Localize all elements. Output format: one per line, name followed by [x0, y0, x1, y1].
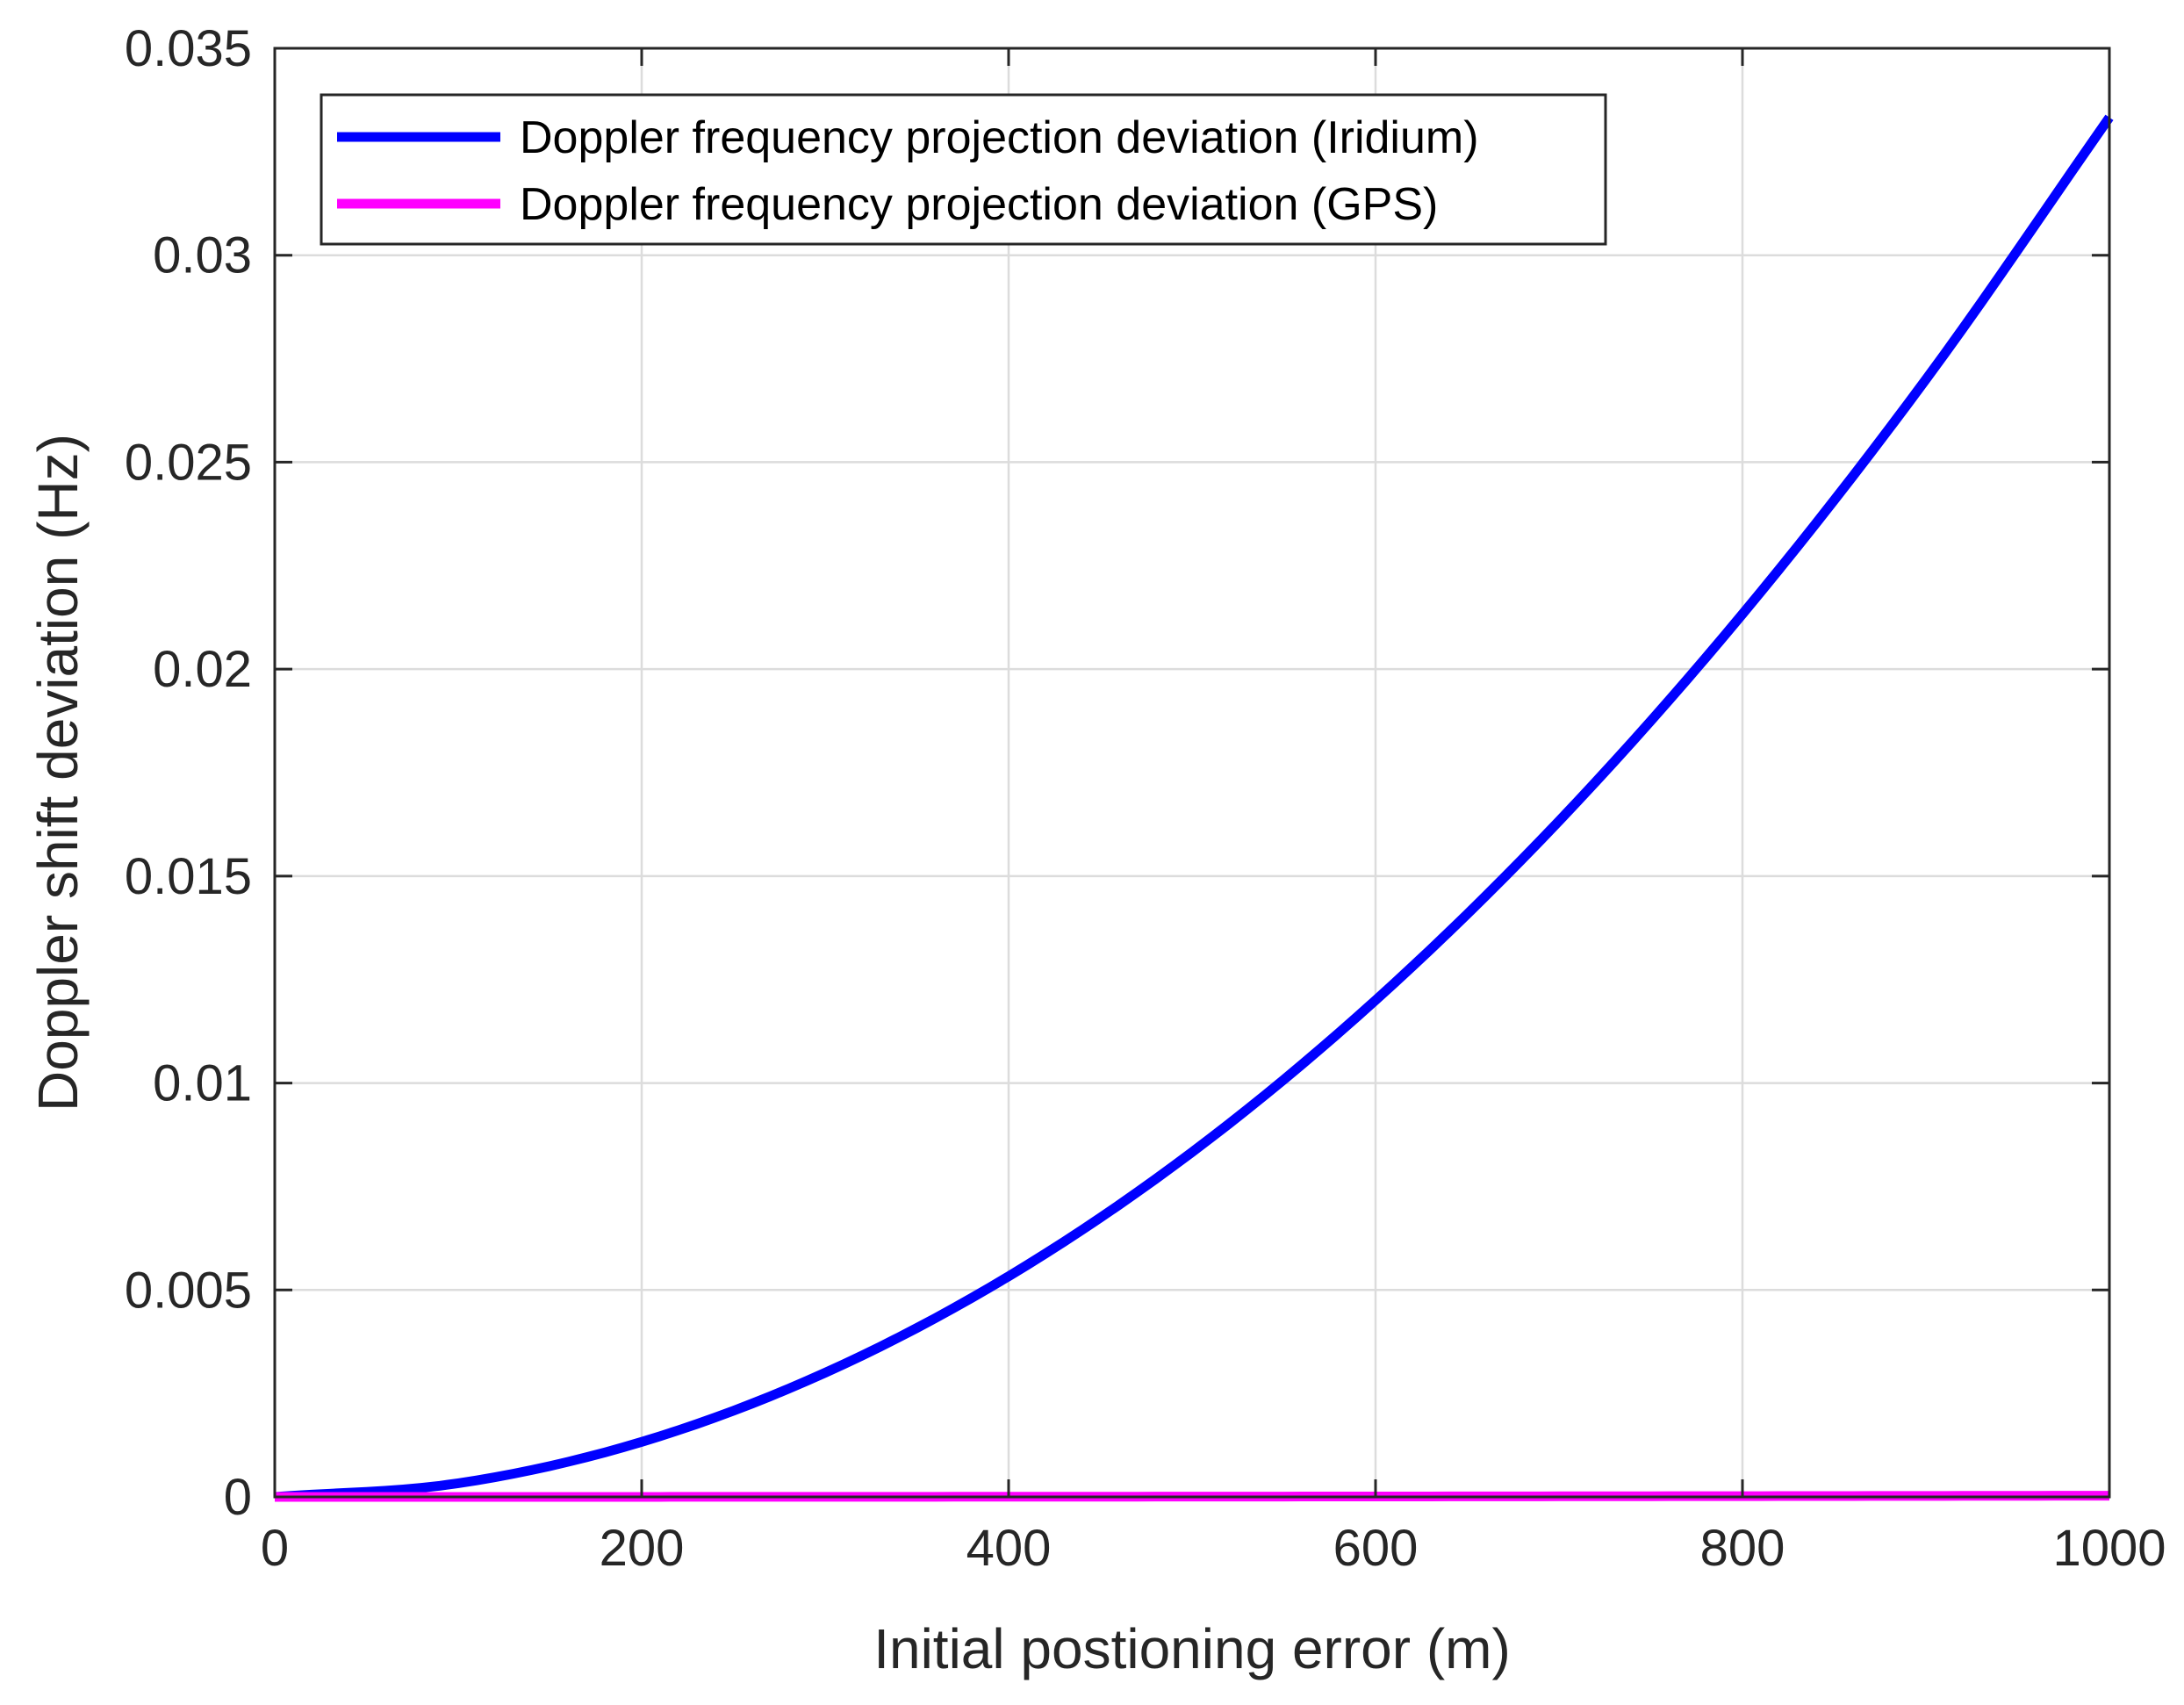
y-tick-label: 0.035: [125, 20, 252, 77]
axis-tick-labels: 0 200 400 600 800 1000 0 0.005 0.01 0.015 0.02 0.02…: [125, 20, 2166, 1577]
x-axis-title: Initial postioning error (m): [873, 1617, 1511, 1680]
legend-label-gps: Doppler frequency projection deviation (…: [520, 179, 1438, 230]
y-tick-label: 0.02: [153, 641, 252, 698]
x-tick-label: 800: [1700, 1520, 1785, 1577]
x-tick-label: 600: [1333, 1520, 1419, 1577]
y-tick-label: 0.01: [153, 1055, 252, 1112]
series-line-iridium: [274, 114, 2114, 1502]
y-tick-label: 0.025: [125, 434, 252, 491]
plot-background: [275, 48, 2109, 1497]
legend-label-iridium: Doppler frequency projection deviation (…: [520, 112, 1479, 163]
x-tick-label: 400: [966, 1520, 1052, 1577]
grid-lines: [275, 48, 2109, 1497]
legend-box: [320, 93, 1607, 246]
x-tick-label: 0: [261, 1520, 289, 1577]
plot-frame: [273, 47, 2111, 1499]
y-axis-title: Doppler shift deviation (Hz): [26, 434, 90, 1111]
y-tick-label: 0: [224, 1469, 252, 1526]
legend: Doppler frequency projection deviation (…: [320, 93, 1607, 246]
axis-ticks: [273, 47, 2111, 1499]
y-tick-label: 0.015: [125, 848, 252, 905]
y-tick-label: 0.005: [125, 1262, 252, 1319]
x-tick-label: 200: [600, 1520, 685, 1577]
x-tick-label: 1000: [2052, 1520, 2166, 1577]
y-tick-label: 0.03: [153, 227, 252, 284]
